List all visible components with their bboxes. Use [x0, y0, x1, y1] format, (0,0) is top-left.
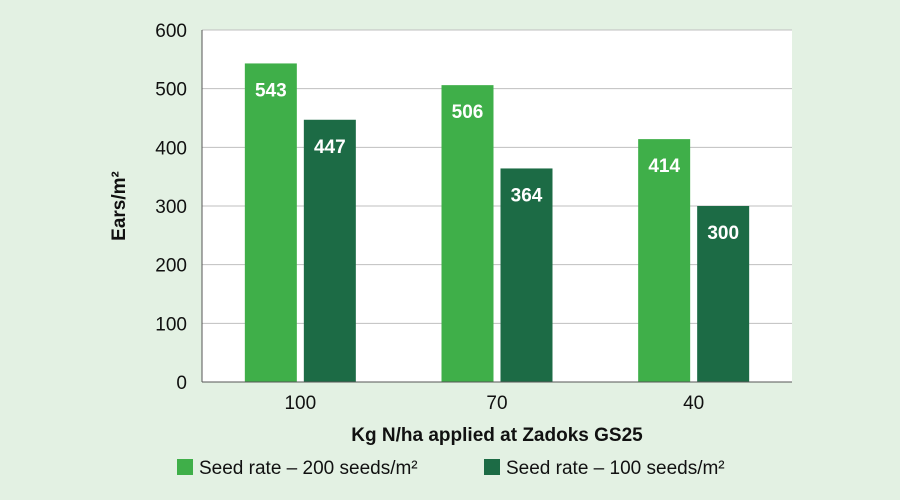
legend-label-100: Seed rate – 100 seeds/m² [506, 458, 725, 479]
bar-value-label: 364 [511, 185, 543, 206]
bar-value-label: 506 [452, 102, 484, 123]
bar-100-seeds-70 [500, 168, 553, 382]
y-tick-label: 600 [155, 21, 187, 42]
bar-value-label: 300 [707, 223, 739, 244]
x-tick-labels: 100 70 40 [284, 393, 704, 414]
y-tick-label: 300 [155, 197, 187, 218]
x-axis-title: Kg N/ha applied at Zadoks GS25 [351, 425, 643, 446]
axes [201, 30, 792, 383]
y-tick-label: 0 [176, 373, 187, 394]
bar-value-label: 447 [314, 137, 346, 158]
bar-100-seeds-40 [697, 206, 750, 382]
legend-swatch-100 [484, 459, 500, 475]
bar-200-seeds-100 [244, 63, 297, 382]
y-tick-label: 100 [155, 314, 187, 335]
bar-value-label: 543 [255, 80, 287, 101]
bar-value-label: 414 [648, 156, 680, 177]
bar-200-seeds-70 [441, 85, 494, 382]
x-tick-label: 70 [486, 393, 507, 414]
x-tick-label: 100 [284, 393, 316, 414]
bar-100-seeds-100 [303, 119, 356, 382]
y-axis-title: Ears/m² [109, 171, 130, 241]
y-tick-labels: 0 100 200 300 400 500 600 [155, 21, 187, 394]
y-tick-label: 400 [155, 138, 187, 159]
legend-label-200: Seed rate – 200 seeds/m² [199, 458, 418, 479]
x-tick-label: 40 [683, 393, 704, 414]
bars: 543 447 506 364 414 300 [244, 63, 750, 382]
legend-swatch-200 [177, 459, 193, 475]
bar-200-seeds-40 [638, 139, 691, 382]
gridlines [202, 29, 792, 324]
legend: Seed rate – 200 seeds/m² Seed rate – 100… [177, 458, 725, 479]
y-tick-label: 500 [155, 80, 187, 101]
y-tick-label: 200 [155, 256, 187, 277]
